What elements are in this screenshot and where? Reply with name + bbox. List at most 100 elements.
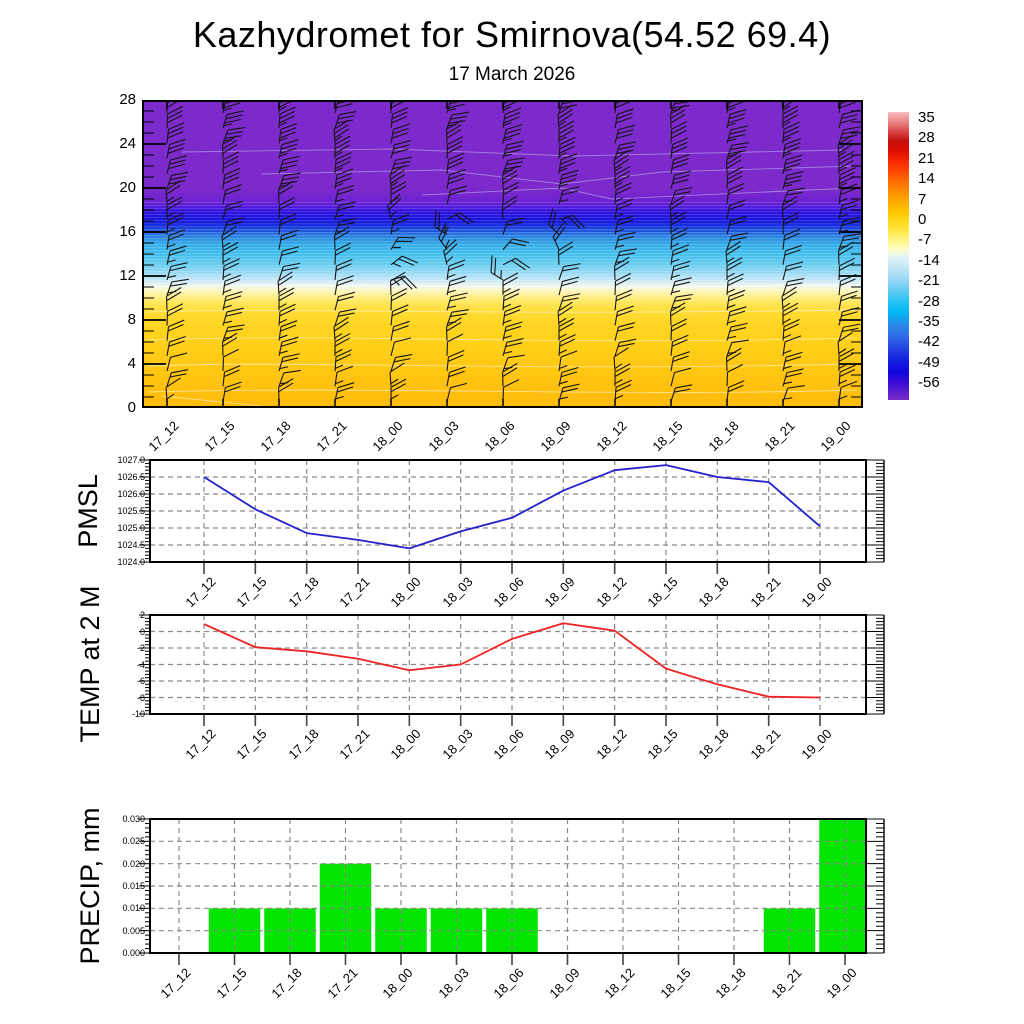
wind-barb-icon <box>726 339 749 357</box>
wind-barb-icon <box>558 136 576 159</box>
wind-barb-icon <box>445 317 462 341</box>
wind-barb-icon <box>334 365 354 387</box>
wind-barb-icon <box>838 290 858 311</box>
pmsl-y-tick-label: 1025.5 <box>117 506 145 516</box>
pmsl-y-tick-label: 1026.0 <box>117 489 145 499</box>
xsec-x-tick-label: 18_12 <box>593 418 630 455</box>
wind-barb-icon <box>390 337 412 356</box>
colorbar <box>888 112 909 400</box>
wind-barb-icon <box>614 248 637 265</box>
wind-barb-icon <box>334 184 355 205</box>
wind-barb-icon <box>278 336 299 356</box>
wind-barb-icon <box>166 335 186 356</box>
pmsl-y-tick-label: 1025.0 <box>117 523 145 533</box>
colorbar-tick-label: -49 <box>918 353 940 371</box>
contour-line <box>146 309 858 313</box>
wind-barb-icon <box>670 384 693 402</box>
wind-barb-icon <box>782 154 803 174</box>
wind-barb-icon <box>443 239 458 265</box>
contour-line <box>181 148 843 157</box>
wind-barb-icon <box>445 120 462 144</box>
wind-barb-icon <box>390 181 407 205</box>
wind-barb-icon <box>670 186 693 205</box>
colorbar-tick-label: 0 <box>918 211 927 228</box>
wind-barb-icon <box>446 212 475 225</box>
wind-barb-icon <box>670 170 692 190</box>
xsec-x-tick-label: 19_00 <box>817 418 854 455</box>
wind-barb-icon <box>165 180 181 205</box>
wind-barb-icon <box>334 333 351 356</box>
wind-barb-icon <box>725 347 742 372</box>
wind-barb-icon <box>222 184 242 205</box>
wind-barb-icon <box>389 165 406 189</box>
wind-barb-icon <box>838 348 855 372</box>
precip-y-tick-label: 0.025 <box>122 836 145 847</box>
wind-barb-icon <box>614 100 633 114</box>
wind-barb-icon <box>390 255 419 268</box>
wind-barb-icon <box>725 241 741 265</box>
wind-barb-icon <box>333 316 349 341</box>
wind-barb-icon <box>557 301 573 326</box>
wind-barb-icon <box>222 110 244 129</box>
wind-barb-icon <box>558 120 575 144</box>
wind-barb-icon <box>387 193 402 220</box>
wind-barb-icon <box>222 324 245 341</box>
wind-barb-icon <box>838 183 858 205</box>
wind-barb-icon <box>782 171 804 190</box>
contour-line <box>421 187 853 200</box>
wind-barb-icon <box>390 378 407 402</box>
wind-barb-icon <box>614 124 636 144</box>
wind-barb-icon <box>614 272 632 296</box>
wind-barb-icon <box>334 382 355 402</box>
wind-barb-icon <box>782 105 799 129</box>
temp-2m-y-tick-label: 2 <box>139 610 145 620</box>
wind-barb-icon <box>166 245 187 265</box>
wind-barb-icon <box>334 258 353 281</box>
wind-barb-icon <box>726 199 746 220</box>
contour-line <box>146 389 858 393</box>
wind-barb-icon <box>389 362 405 387</box>
precip-y-tick-label: 0.000 <box>122 948 145 958</box>
colorbar-tick-label: -14 <box>918 251 940 269</box>
wind-barb-icon <box>614 215 635 235</box>
xsec-x-tick-label: 18_15 <box>649 418 686 455</box>
wind-barb-icon <box>838 167 856 189</box>
wind-barb-icon <box>552 222 566 250</box>
wind-barb-icon <box>222 167 241 189</box>
wind-barb-icon <box>726 125 748 144</box>
xsec-x-tick-label: 17_18 <box>257 418 294 455</box>
wind-barb-icon <box>837 332 853 356</box>
wind-barb-icon <box>222 126 245 144</box>
wind-barb-icon <box>670 367 692 387</box>
wind-barb-icon <box>614 182 632 205</box>
wind-barb-icon <box>502 181 520 205</box>
precip-axis-title: PRECIP, mm <box>75 807 105 965</box>
wind-barb-icon <box>782 302 799 326</box>
wind-barb-icon <box>334 201 356 220</box>
wind-barb-icon <box>781 286 797 311</box>
wind-barb-icon <box>782 385 805 402</box>
wind-barb-icon <box>490 255 504 281</box>
wind-barb-icon <box>222 348 240 372</box>
wind-barb-icon <box>446 152 465 174</box>
wind-barb-icon <box>278 155 300 174</box>
wind-barb-icon <box>446 333 464 356</box>
wind-barb-icon <box>278 229 298 250</box>
wind-barb-icon <box>782 318 800 341</box>
temp-2m-y-tick-label: 0 <box>139 626 145 637</box>
wind-barb-icon <box>390 320 410 341</box>
wind-barb-icon <box>446 259 466 281</box>
wind-barb-icon <box>726 215 748 235</box>
xsec-x-tick-label: 18_18 <box>705 418 742 455</box>
wind-barb-icon <box>446 309 469 326</box>
wind-barb-icon <box>502 140 524 159</box>
wind-barb-icon <box>726 182 745 205</box>
wind-barb-icon <box>726 380 745 402</box>
xsec-y-tick-label: 4 <box>127 355 136 372</box>
xsec-y-tick-label: 0 <box>127 399 136 416</box>
wind-barb-icon <box>334 168 354 189</box>
wind-barb-icon <box>502 304 522 326</box>
pmsl-chart <box>139 459 885 574</box>
wind-barb-icon <box>334 308 357 326</box>
